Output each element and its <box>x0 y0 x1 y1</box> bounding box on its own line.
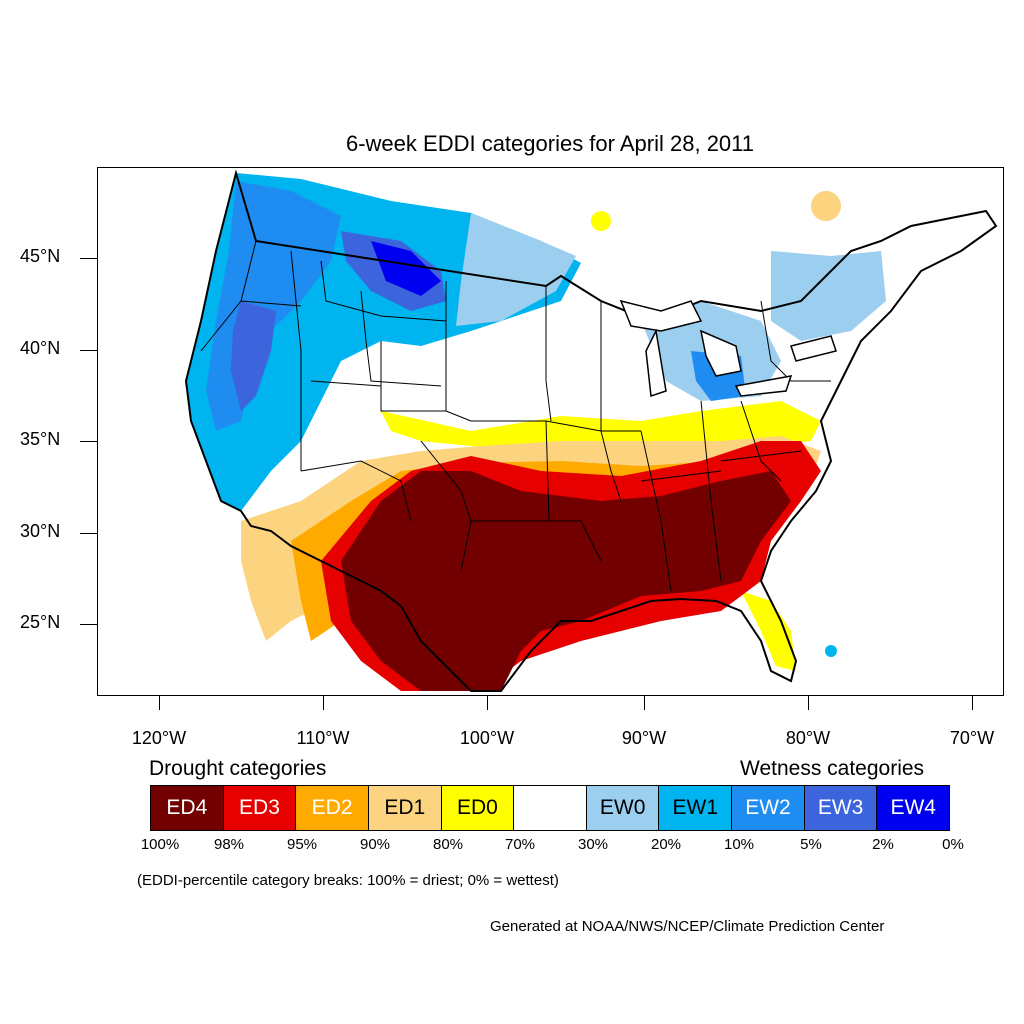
conus-outline <box>184 169 998 692</box>
legend-label: ED1 <box>384 796 426 819</box>
credit-line: Generated at NOAA/NWS/NCEP/Climate Predi… <box>490 918 885 935</box>
pct-label: 95% <box>286 836 318 853</box>
legend-cell-ew4: EW4 <box>877 786 950 830</box>
legend-label: EW2 <box>745 796 791 819</box>
category-breaks-note: (EDDI-percentile category breaks: 100% =… <box>137 872 559 889</box>
patch-cuba-ew <box>825 645 837 657</box>
lat-tick <box>80 624 97 625</box>
legend-cell-ew1: EW1 <box>659 786 733 830</box>
lon-tick <box>972 696 973 710</box>
legend-color-bar: ED4 ED3 ED2 ED1 ED0 EW0 EW1 EW2 EW3 EW4 <box>150 785 950 831</box>
legend-cell-ed4: ED4 <box>151 786 224 830</box>
pct-label: 100% <box>140 836 180 853</box>
legend-cell-ed1: ED1 <box>368 786 442 830</box>
region-ew4-montana <box>371 241 441 296</box>
legend-cell-ew3: EW3 <box>804 786 878 830</box>
region-ed4-core <box>341 471 791 691</box>
lon-label-90: 90°W <box>621 728 667 748</box>
patch-ed0-ontario <box>591 211 611 231</box>
eddi-map <box>184 169 998 692</box>
legend-cell-ed3: ED3 <box>223 786 297 830</box>
region-ew0-north <box>456 213 576 326</box>
legend-label: EW3 <box>817 796 864 819</box>
lon-tick <box>159 696 160 710</box>
lon-tick <box>808 696 809 710</box>
legend-label: ED2 <box>311 796 353 819</box>
legend-cell-normal <box>514 786 587 830</box>
pct-label: 98% <box>213 836 245 853</box>
lat-label-40: 40°N <box>20 338 61 358</box>
legend-drought-heading: Drought categories <box>149 757 327 780</box>
map-panel <box>97 167 1004 696</box>
legend-label: ED3 <box>239 796 280 819</box>
lat-tick <box>80 533 97 534</box>
state-borders <box>200 240 831 592</box>
region-ed0-florida <box>741 591 796 671</box>
lat-label-45: 45°N <box>20 246 61 266</box>
pct-label: 20% <box>650 836 682 853</box>
region-ew0-northeast <box>771 251 886 341</box>
lon-label-80: 80°W <box>785 728 831 748</box>
legend-cell-ed2: ED2 <box>296 786 369 830</box>
map-title: 6-week EDDI categories for April 28, 201… <box>345 131 755 156</box>
region-ew3-oregon <box>231 301 276 411</box>
pct-label: 80% <box>432 836 464 853</box>
patch-quebec-ed1 <box>811 191 841 221</box>
lon-label-70: 70°W <box>949 728 995 748</box>
legend-cell-ed0: ED0 <box>441 786 515 830</box>
legend-label: ED4 <box>166 796 208 819</box>
legend-label: ED0 <box>456 796 498 819</box>
pct-label: 10% <box>723 836 755 853</box>
pct-label: 5% <box>800 836 822 853</box>
pct-label: 90% <box>359 836 391 853</box>
legend-cell-ew0: EW0 <box>586 786 660 830</box>
lat-label-35: 35°N <box>20 429 61 449</box>
lat-tick <box>80 350 97 351</box>
lon-tick <box>644 696 645 710</box>
pct-label: 30% <box>577 836 609 853</box>
legend-label: EW4 <box>890 796 936 819</box>
legend-label: EW1 <box>672 796 719 819</box>
pct-label: 70% <box>504 836 536 853</box>
legend-label: EW0 <box>599 796 646 819</box>
legend-wetness-heading: Wetness categories <box>740 757 925 780</box>
lat-tick <box>80 258 97 259</box>
lon-tick <box>487 696 488 710</box>
pct-label: 0% <box>942 836 964 853</box>
lon-tick <box>323 696 324 710</box>
lon-label-120: 120°W <box>131 728 187 748</box>
lat-tick <box>80 441 97 442</box>
lon-label-110: 110°W <box>296 728 350 748</box>
legend-cell-ew2: EW2 <box>732 786 805 830</box>
lat-label-30: 30°N <box>20 521 61 541</box>
great-lakes <box>619 299 837 398</box>
lon-label-100: 100°W <box>459 728 515 748</box>
lat-label-25: 25°N <box>20 612 61 632</box>
pct-label: 2% <box>872 836 894 853</box>
